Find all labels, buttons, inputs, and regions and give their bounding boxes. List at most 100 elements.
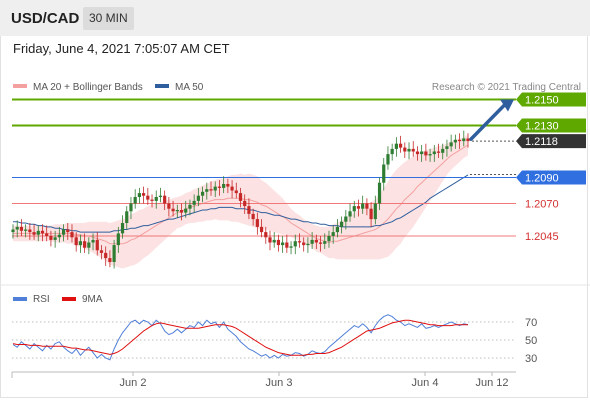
candle-body <box>340 221 344 227</box>
candle-body <box>420 151 424 155</box>
candle-body <box>390 148 394 155</box>
candle-body <box>32 232 36 235</box>
candle-body <box>158 195 163 197</box>
candle-body <box>255 219 259 227</box>
current-price-label: 1.2118 <box>525 136 558 148</box>
candle-body <box>217 186 222 188</box>
candle-body <box>112 245 116 262</box>
candle-body <box>361 203 365 209</box>
chart-datetime: Friday, June 4, 2021 7:05:07 AM CET <box>13 41 230 56</box>
candle-body <box>323 241 327 244</box>
rsi-legend-label: RSI <box>33 294 50 305</box>
candle-body <box>407 148 411 152</box>
candle-body <box>108 258 112 262</box>
candle-body <box>196 195 200 201</box>
ma50-line <box>13 174 469 233</box>
target-arrow-shaft <box>469 103 506 141</box>
candle-body <box>19 226 24 231</box>
candle-body <box>53 237 57 240</box>
candle-body <box>314 239 318 243</box>
candle-body <box>348 211 352 217</box>
candle-body <box>268 237 272 243</box>
candle-body <box>70 232 74 238</box>
candle-body <box>66 229 70 233</box>
rsi-legend-swatch <box>13 297 27 301</box>
candle-body <box>15 226 19 230</box>
candle-body <box>386 154 390 165</box>
candle-body <box>365 203 369 209</box>
candle-body <box>188 204 192 209</box>
rsi-tick-70: 70 <box>525 317 537 329</box>
candle-body <box>382 164 386 183</box>
candle-body <box>306 243 310 246</box>
candle-body <box>293 241 297 247</box>
rsi-ma9-line <box>12 319 468 356</box>
timeframe-button[interactable]: 30 MIN <box>83 7 134 30</box>
candle-body <box>179 210 184 213</box>
candle-body <box>146 195 150 200</box>
candle-body <box>289 246 293 248</box>
candle-body <box>377 182 382 204</box>
level-label-1-2090: 1.2090 <box>525 173 559 185</box>
candle-body <box>344 216 348 222</box>
symbol-title: USD/CAD <box>11 10 80 27</box>
candle-body <box>310 239 314 244</box>
candle-body <box>234 190 238 194</box>
candle-body <box>281 242 285 246</box>
candle-body <box>205 189 209 192</box>
candle-body <box>175 210 179 212</box>
candle-body <box>133 197 137 204</box>
candle-body <box>78 241 83 246</box>
level-tag-1-2150 <box>516 92 586 107</box>
candle-body <box>57 234 61 238</box>
legend-swatch-bollinger <box>13 84 27 88</box>
candle-body <box>200 191 205 196</box>
current-price-tag <box>516 134 586 149</box>
candle-body <box>398 143 403 148</box>
candle-body <box>49 236 53 240</box>
legend-swatch-ma50 <box>155 84 169 88</box>
candle-body <box>222 184 226 188</box>
time-tick-label: Jun 2 <box>120 377 147 389</box>
legend-label-ma50: MA 50 <box>175 82 204 93</box>
candle-body <box>285 242 289 248</box>
rsi-tick-30: 30 <box>525 353 537 365</box>
candle-body <box>129 203 133 212</box>
candle-body <box>91 239 95 243</box>
candle-body <box>272 239 276 243</box>
candle-body <box>36 230 40 235</box>
candle-body <box>462 138 466 142</box>
candle-body <box>318 242 323 244</box>
level-label-1-2045: 1.2045 <box>525 231 559 243</box>
candle-body <box>137 193 141 197</box>
candle-body <box>61 229 66 235</box>
candle-body <box>432 151 436 155</box>
candle-body <box>230 186 234 191</box>
candle-body <box>428 154 432 156</box>
chart-frame <box>0 36 588 398</box>
level-tag-1-2090 <box>516 170 586 185</box>
candle-body <box>449 142 453 147</box>
candle-body <box>125 211 129 223</box>
ma9-legend-label: 9MA <box>82 294 103 305</box>
candle-body <box>259 226 264 233</box>
candle-body <box>445 146 449 149</box>
candle-body <box>243 200 247 207</box>
candle-body <box>87 242 91 248</box>
level-label-1-2070: 1.2070 <box>525 199 559 211</box>
time-tick-label: Jun 12 <box>475 377 508 389</box>
candle-body <box>331 232 335 236</box>
rsi-tick-50: 50 <box>525 335 537 347</box>
candle-body <box>276 239 281 246</box>
candle-body <box>369 208 373 220</box>
candle-body <box>167 203 171 209</box>
candle-body <box>411 148 415 152</box>
candle-body <box>163 195 167 204</box>
candle-body <box>394 143 398 149</box>
candle-body <box>264 232 268 238</box>
candle-body <box>154 197 158 201</box>
candle-body <box>192 200 196 205</box>
candle-body <box>424 151 428 156</box>
candle-body <box>40 230 45 234</box>
candle-body <box>335 226 339 233</box>
